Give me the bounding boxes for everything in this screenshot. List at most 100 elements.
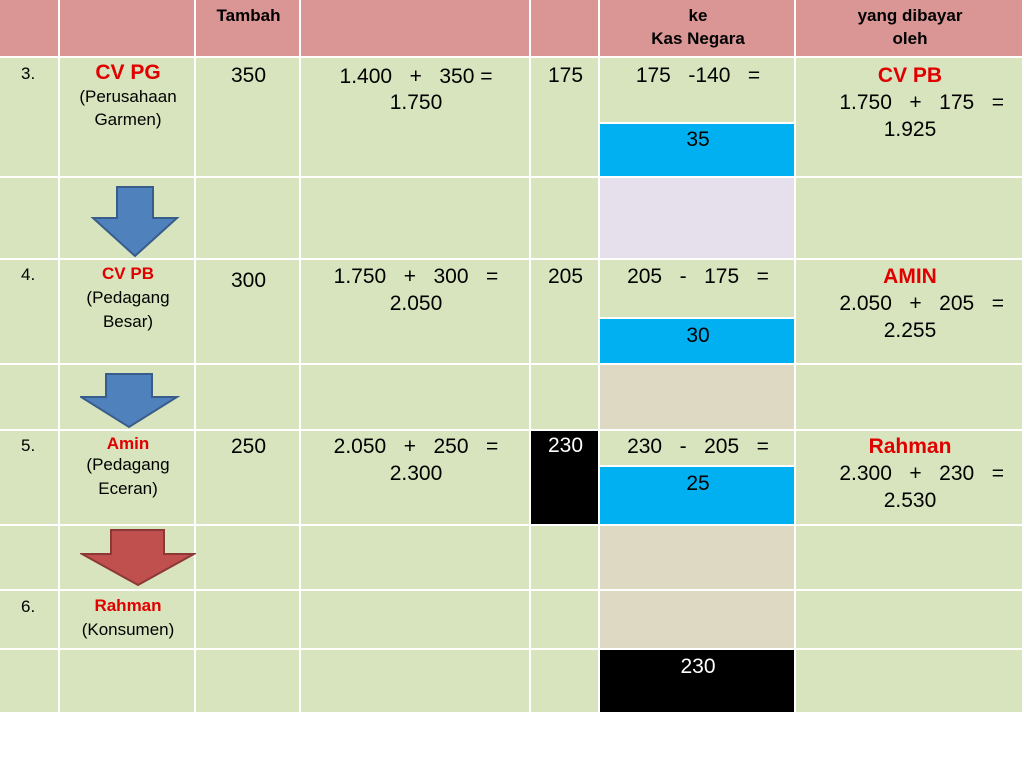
harga-calc-line1: 2.050 + 250 = [333,435,499,458]
table-cell [531,591,600,650]
nilai-tambah-value: 300 [230,269,267,292]
row-number: 6. [21,597,36,616]
table-cell [301,526,531,591]
table-cell [0,526,60,591]
header-dibayar-line1: yang dibayar [857,6,963,25]
total-calc-line1: 2.050 + 205 = [839,292,1004,315]
header-cell-3 [196,0,301,58]
company-name: CV PB [102,264,154,283]
table-cell [0,260,60,365]
setor-calc: 175 -140 = [635,64,761,87]
total-calc-line2: 2.530 [883,489,937,512]
payer-name: CV PB [877,64,943,87]
table-cell [796,431,1024,526]
table-cell [196,58,301,178]
setor-result-highlight [600,319,796,365]
setor-result-highlight [600,124,796,178]
company-desc-line2: Besar) [102,312,154,331]
table-cell [60,591,196,650]
table-cell [796,650,1024,714]
header-cell-1 [0,0,60,58]
ppn-value: 230 [547,434,584,457]
company-desc-line1: (Pedagang [86,288,170,307]
table-cell [600,591,796,650]
table-cell [0,58,60,178]
header-cell-2 [60,0,196,58]
table-cell [531,650,600,714]
header-nilai-tambah: Tambah [216,6,281,25]
table-cell [60,650,196,714]
table-cell [301,591,531,650]
total-calc-line2: 2.255 [883,319,937,342]
table-cell [60,58,196,178]
final-total-highlight [600,650,796,714]
table-cell [301,260,531,365]
table-cell [196,591,301,650]
harga-calc-line2: 2.300 [389,462,443,485]
header-cell-5 [531,0,600,58]
table-cell [531,58,600,178]
ppn-value: 205 [547,265,584,288]
row-number: 3. [21,64,36,83]
table-cell [196,526,301,591]
company-desc-line2: Garmen) [94,110,162,129]
table-cell [600,431,796,467]
table-cell [196,650,301,714]
harga-calc-line1: 1.400 + 350 = [339,65,493,88]
table-cell [196,365,301,431]
table-cell [796,178,1024,260]
down-arrow-red-icon [80,529,196,587]
table-cell [600,260,796,319]
table-cell [796,526,1024,591]
setor-result: 35 [686,128,710,151]
table-cell [301,178,531,260]
payer-name: Rahman [868,435,952,458]
table-cell [531,526,600,591]
setor-calc: 205 - 175 = [627,265,769,288]
final-total-value: 230 [680,655,716,678]
setor-result: 30 [686,324,710,347]
row-number: 4. [21,265,36,284]
harga-calc-line1: 1.750 + 300 = [333,265,499,288]
table-cell [0,365,60,431]
table-cell [600,178,796,260]
ppn-value: 175 [547,64,584,87]
table-cell [796,260,1024,365]
table-cell [796,58,1024,178]
down-arrow-icon [80,373,180,429]
table-cell [0,591,60,650]
company-desc-line1: (Perusahaan [79,87,177,106]
payer-name: AMIN [883,265,937,288]
table-cell [60,431,196,526]
table-cell [60,260,196,365]
table-cell [301,431,531,526]
table-cell [796,365,1024,431]
table-cell [301,58,531,178]
table-cell [196,178,301,260]
table-cell [301,650,531,714]
table-cell [531,178,600,260]
header-cell-4 [301,0,531,58]
header-cell-7 [796,0,1024,58]
table-cell [796,591,1024,650]
company-desc-line1: (Konsumen) [81,620,175,639]
header-cell-6 [600,0,796,58]
down-arrow-icon [90,186,180,258]
table-cell [531,260,600,365]
ppn-highlight-black [531,431,600,526]
setor-result-highlight [600,467,796,526]
harga-calc-line2: 2.050 [389,292,443,315]
table-cell [531,365,600,431]
setor-calc: 230 - 205 = [627,435,769,458]
table-cell [196,260,301,365]
table-cell [600,365,796,431]
company-name: CV PG [95,61,161,84]
table-cell [600,526,796,591]
total-calc-line2: 1.925 [883,118,937,141]
nilai-tambah-value: 350 [230,64,267,87]
nilai-tambah-value: 250 [230,435,267,458]
table-cell [0,178,60,260]
company-name: Rahman [94,596,162,615]
total-calc-line1: 2.300 + 230 = [839,462,1004,485]
